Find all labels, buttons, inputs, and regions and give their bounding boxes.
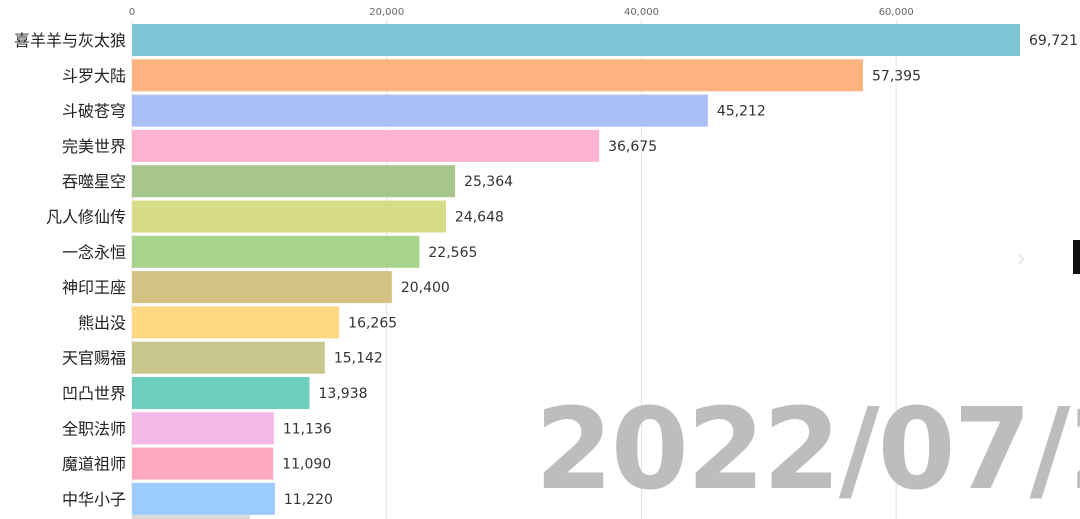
value-label: 15,142 bbox=[334, 351, 383, 367]
edge-block bbox=[1073, 240, 1080, 274]
x-tick-label: 0 bbox=[129, 7, 135, 18]
bar bbox=[132, 59, 864, 92]
category-label: 喜羊羊与灰太狼 bbox=[14, 31, 126, 50]
value-label: 11,220 bbox=[284, 492, 333, 508]
bar bbox=[132, 482, 275, 515]
value-label: 24,648 bbox=[455, 210, 504, 226]
value-label: 36,675 bbox=[608, 139, 657, 155]
bar bbox=[132, 447, 274, 480]
category-label: 中华小子 bbox=[62, 490, 126, 509]
value-label: 11,090 bbox=[282, 457, 331, 473]
bar bbox=[132, 94, 708, 127]
category-label: 斗破苍穹 bbox=[62, 102, 126, 121]
value-label: 69,721 bbox=[1029, 33, 1078, 49]
chevron-right-icon[interactable]: › bbox=[1016, 244, 1027, 274]
bar bbox=[132, 129, 600, 162]
bar bbox=[132, 165, 456, 198]
value-label: 11,136 bbox=[283, 421, 332, 437]
category-label: 天官赐福 bbox=[62, 349, 126, 368]
x-tick-label: 60,000 bbox=[879, 7, 914, 18]
value-label: 22,565 bbox=[428, 245, 477, 261]
bar-partial bbox=[132, 515, 250, 519]
category-label: 神印王座 bbox=[62, 278, 126, 297]
x-tick-label: 20,000 bbox=[369, 7, 404, 18]
value-label: 16,265 bbox=[348, 315, 397, 331]
category-label: 凡人修仙传 bbox=[46, 208, 126, 227]
bar bbox=[132, 235, 420, 268]
category-label: 熊出没 bbox=[78, 313, 126, 332]
x-tick-label: 40,000 bbox=[624, 7, 659, 18]
category-label: 魔道祖师 bbox=[62, 455, 126, 474]
bar bbox=[132, 341, 325, 374]
category-label: 吞噬星空 bbox=[62, 172, 126, 191]
bar bbox=[132, 306, 340, 339]
category-label: 斗罗大陆 bbox=[62, 66, 126, 85]
category-label: 一念永恒 bbox=[62, 243, 126, 262]
value-label: 45,212 bbox=[717, 104, 766, 120]
value-label: 20,400 bbox=[401, 280, 450, 296]
bar bbox=[132, 412, 274, 445]
category-label: 凹凸世界 bbox=[62, 384, 126, 403]
value-label: 25,364 bbox=[464, 174, 513, 190]
value-label: 57,395 bbox=[872, 68, 921, 84]
bar bbox=[132, 271, 392, 304]
category-label: 完美世界 bbox=[62, 137, 126, 156]
bar bbox=[132, 24, 1020, 56]
value-label: 13,938 bbox=[319, 386, 368, 402]
date-overlay: 2022/07/28 bbox=[535, 385, 1080, 515]
bar bbox=[132, 377, 310, 409]
bar bbox=[132, 200, 446, 233]
category-label: 全职法师 bbox=[62, 419, 126, 438]
